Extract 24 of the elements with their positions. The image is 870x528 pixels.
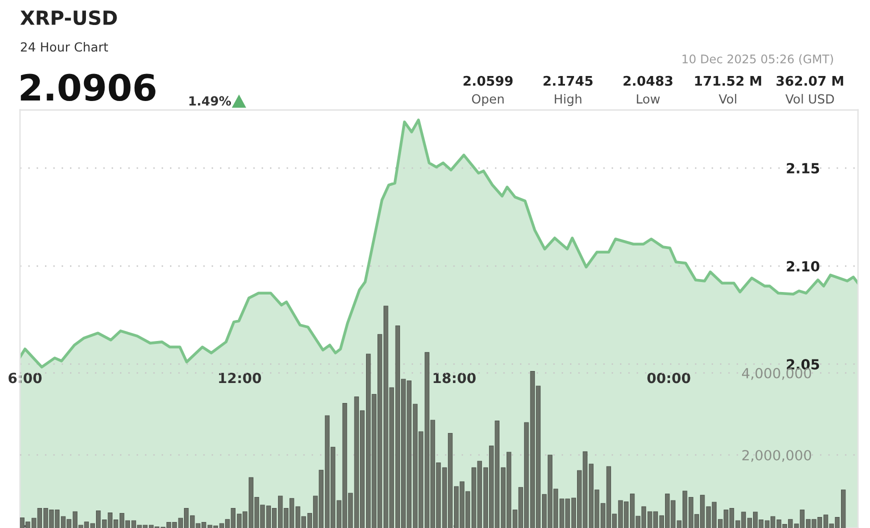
- text: Vol: [718, 94, 736, 104]
- y2-tick-label: 2,000,000: [742, 450, 812, 462]
- chart-subtitle: 24 Hour Chart: [20, 42, 108, 52]
- text: 10 Dec 2025 05:26 (GMT): [682, 54, 833, 65]
- x-tick-label: 6:00: [8, 372, 42, 384]
- x-tick-label: 12:00: [219, 372, 262, 384]
- y2-tick-label: 4,000,000: [742, 368, 812, 380]
- text: Low: [636, 94, 660, 104]
- text: Open: [472, 94, 504, 106]
- text: 2.0599: [464, 76, 513, 86]
- x-tick-label: 18:00: [434, 372, 476, 384]
- text: 171.52 M: [695, 76, 762, 86]
- y-tick-label: 2.05: [786, 359, 820, 370]
- text: 2.0906: [20, 74, 156, 102]
- y-tick-label: 2.15: [786, 163, 820, 174]
- y-tick-label: 2.10: [786, 261, 820, 272]
- text: 362.07 M: [776, 76, 844, 86]
- chart-title: XRP-USD: [20, 10, 117, 26]
- text: 2.0483: [624, 76, 672, 86]
- text: 2.1745: [544, 76, 593, 86]
- text: Vol USD: [785, 94, 834, 104]
- x-tick-label: 00:00: [647, 372, 690, 384]
- text: 1.49%: [189, 96, 231, 106]
- text: High: [554, 94, 582, 106]
